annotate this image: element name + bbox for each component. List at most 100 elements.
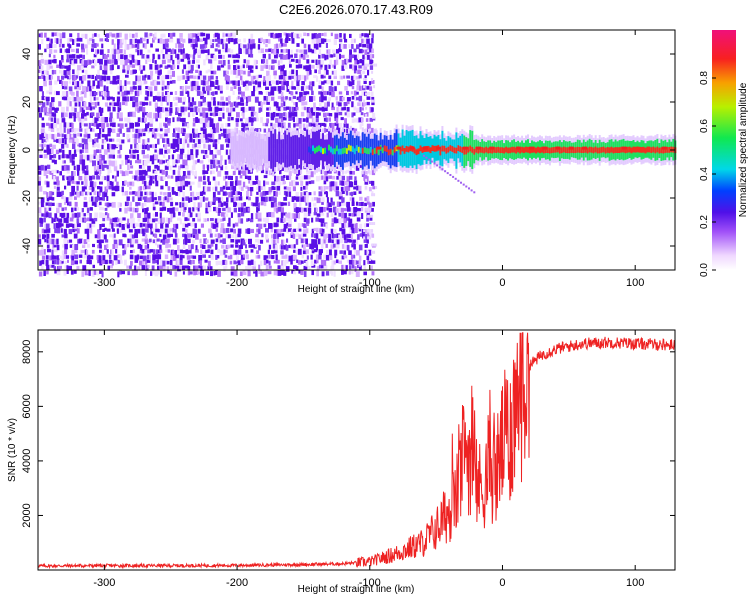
spectrogram-cell [278, 54, 281, 58]
spectrogram-cell [192, 101, 197, 106]
spectrogram-cell [192, 207, 195, 212]
spectrogram-cell [285, 266, 290, 272]
figure-title: C2E6.2026.070.17.43.R09 [279, 2, 433, 17]
spectrogram-cell [79, 91, 83, 96]
spectrogram-cell [186, 123, 190, 129]
spectrogram-cell [203, 238, 207, 244]
spectrogram-cell [164, 123, 168, 128]
spectrogram-cell [117, 271, 120, 278]
spectrogram-cell [283, 186, 288, 190]
spectrogram-cell [40, 201, 45, 208]
spectrogram-cell [103, 164, 108, 168]
spectrogram-cell [361, 64, 366, 71]
spectrogram-cell [51, 254, 55, 260]
spectrogram-cell [208, 228, 211, 234]
spectrogram-cell [310, 107, 314, 114]
spectrogram-cell [182, 48, 185, 54]
spectrogram-cell [286, 80, 289, 87]
spectrogram-cell [371, 91, 374, 97]
spectrogram-cell [76, 138, 79, 145]
spectrogram-cell [359, 106, 362, 113]
spectrogram-cell [274, 229, 277, 234]
spectrogram-cell [369, 207, 372, 211]
spectrogram-cell [300, 196, 305, 202]
spectrogram-cell [345, 86, 348, 91]
spectrogram-cell [116, 32, 120, 38]
spectrogram-cell [193, 202, 196, 208]
spectrogram-cell [268, 48, 272, 52]
spectrogram-cell [127, 159, 130, 164]
spectrogram-cell [48, 196, 53, 201]
spectrogram-cell [329, 254, 333, 260]
spectrogram-cell [238, 43, 242, 50]
spectrogram-cell [187, 65, 191, 71]
spectrogram-cell [83, 201, 88, 208]
spectrogram-cell [71, 175, 75, 181]
spectrogram-cell [101, 43, 104, 49]
spectrogram-cell [293, 75, 298, 82]
spectrogram-cell [119, 117, 123, 122]
spectrogram-cell [344, 118, 347, 124]
spectrogram-cell [316, 107, 320, 111]
spectrogram-cell [356, 97, 360, 101]
spectrogram-cell [210, 254, 214, 260]
spectrogram-cell [98, 164, 102, 169]
spectrogram-cell [247, 228, 251, 234]
spectrogram-cell [286, 238, 289, 243]
spectrogram-cell [265, 191, 269, 195]
spectrogram-cell [270, 32, 274, 38]
spectrogram-cell [61, 133, 64, 138]
spectrogram-cell [334, 112, 339, 119]
spectrogram-cell [369, 214, 372, 218]
spectrogram-cell [254, 96, 259, 103]
spectrogram-cell [179, 154, 183, 160]
spectrogram-cell [132, 85, 136, 90]
spectrogram-cell [252, 181, 257, 185]
spectrogram-cell [46, 90, 51, 94]
spectrogram-cell [280, 49, 284, 53]
spectrogram-cell [108, 154, 113, 159]
spectrogram-cell [291, 80, 294, 87]
spectrogram-cell [99, 186, 103, 193]
spectrogram-cell [84, 228, 88, 234]
spectrogram-cell [79, 154, 84, 160]
spectrogram-cell [41, 255, 46, 260]
spectrogram-cell [240, 80, 244, 85]
spectrogram-cell [93, 149, 97, 156]
spectrogram-cell [321, 271, 325, 277]
spectrogram-cell [124, 44, 128, 50]
spectrogram-cell [353, 243, 356, 250]
spectrogram-cell [199, 160, 204, 164]
spectrogram-cell [136, 154, 140, 160]
spectrogram-cell [61, 65, 65, 69]
spectrogram-cell [142, 233, 146, 237]
spectrogram-cell [243, 96, 247, 100]
spectrogram-cell [356, 60, 360, 65]
spectrogram-cell [367, 63, 370, 67]
spectrogram-cell [175, 43, 178, 49]
spectrogram-cell [71, 180, 75, 184]
spectrogram-cell [321, 264, 325, 269]
spectrogram-cell [46, 75, 49, 81]
spectrogram-cell [134, 239, 139, 244]
spectrogram-cell [171, 154, 175, 160]
spectrogram-cell [182, 143, 185, 149]
spectrogram-cell [371, 33, 374, 38]
spectrogram-cell [371, 229, 374, 233]
spectrogram-cell [174, 102, 178, 106]
spectrogram-cell [326, 233, 330, 238]
spectrogram-cell [330, 54, 334, 58]
spectrogram-cell [371, 169, 376, 176]
spectrogram-cell [258, 212, 262, 219]
spectrogram-cell [661, 146, 667, 150]
spectrogram-cell [160, 176, 164, 181]
spectrogram-cell [271, 181, 276, 186]
spectrogram-cell [365, 128, 368, 132]
spectrogram-cell [159, 191, 163, 195]
spectrogram-cell [49, 133, 53, 139]
spectrogram-cell [116, 181, 119, 186]
spectrogram-cell [329, 186, 333, 192]
spectrogram-cell [107, 49, 110, 53]
spectrogram-cell [214, 218, 219, 224]
spectrogram-cell [268, 39, 271, 44]
